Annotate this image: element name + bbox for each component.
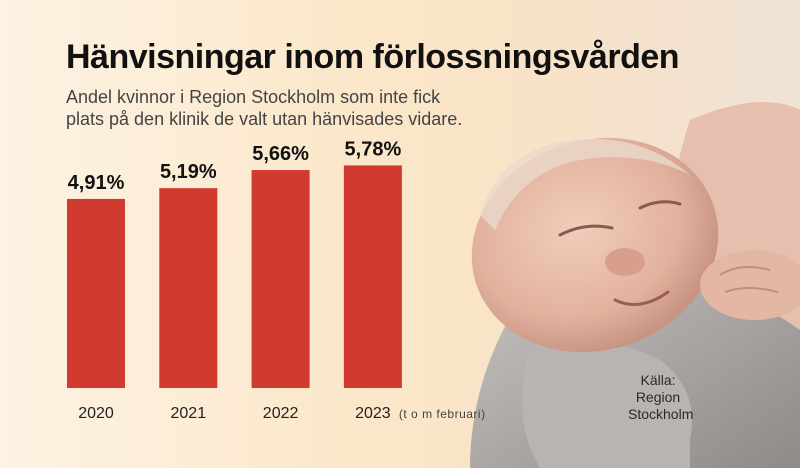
bar-2023 xyxy=(343,165,402,388)
subtitle-line-1: Andel kvinnor i Region Stockholm som int… xyxy=(66,87,441,107)
chart-subtitle: Andel kvinnor i Region Stockholm som int… xyxy=(66,86,486,130)
category-label-2022: 2022 xyxy=(263,405,299,422)
source-name: Stockholm xyxy=(628,406,694,422)
bar-2020 xyxy=(67,198,125,388)
source-region: Region xyxy=(635,389,681,405)
value-label-2020: 4,91% xyxy=(68,172,125,194)
category-note-2023: (t o m februari) xyxy=(399,407,486,421)
bar-2021 xyxy=(159,188,218,388)
subtitle-line-2: plats på den klinik de valt utan hänvisa… xyxy=(66,109,463,129)
source-label: Källa: xyxy=(640,372,676,388)
category-label-2021: 2021 xyxy=(171,405,207,422)
value-label-2021: 5,19% xyxy=(160,161,217,183)
chart-title: Hänvisningar inom förlossningsvården xyxy=(66,38,680,76)
source-note: Källa: Region Stockholm xyxy=(628,372,693,423)
bar-2022 xyxy=(251,170,310,388)
value-label-2023: 5,78% xyxy=(345,138,402,160)
value-label-2022: 5,66% xyxy=(252,143,309,165)
category-label-2023: 2023 xyxy=(355,405,391,422)
category-label-2020: 2020 xyxy=(78,405,114,422)
